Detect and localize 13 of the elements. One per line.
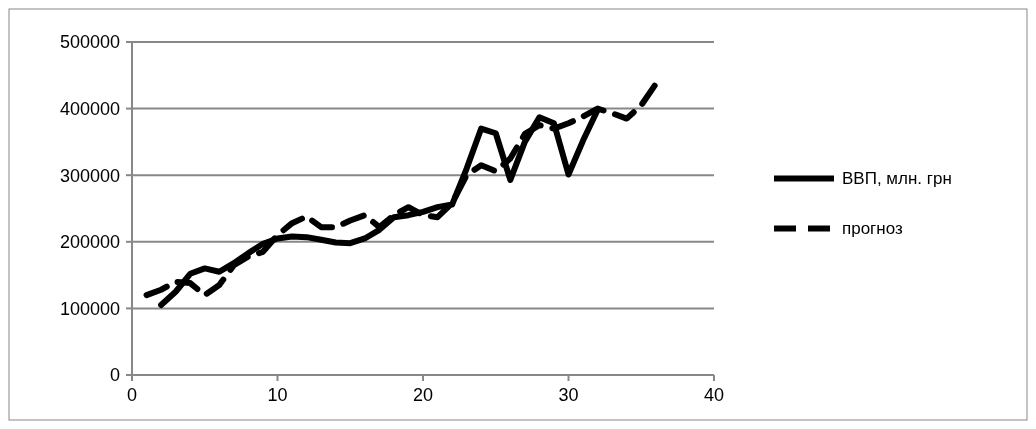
x-tick-label: 40 [703,385,725,405]
y-tick-label: 500000 [59,32,120,53]
x-tick-label: 10 [267,385,288,405]
y-tick-label: 100000 [59,298,120,319]
x-tick-label: 30 [558,385,579,405]
x-tick-label: 0 [126,385,138,405]
legend-label: прогноз [842,219,903,239]
y-tick-label: 300000 [59,165,120,186]
y-tick-label: 200000 [59,232,120,253]
x-tick-label: 20 [412,385,434,405]
y-tick-label: 400000 [59,98,120,119]
y-tick-label: 0 [109,365,120,386]
legend-label: ВВП, млн. грн [842,169,952,189]
